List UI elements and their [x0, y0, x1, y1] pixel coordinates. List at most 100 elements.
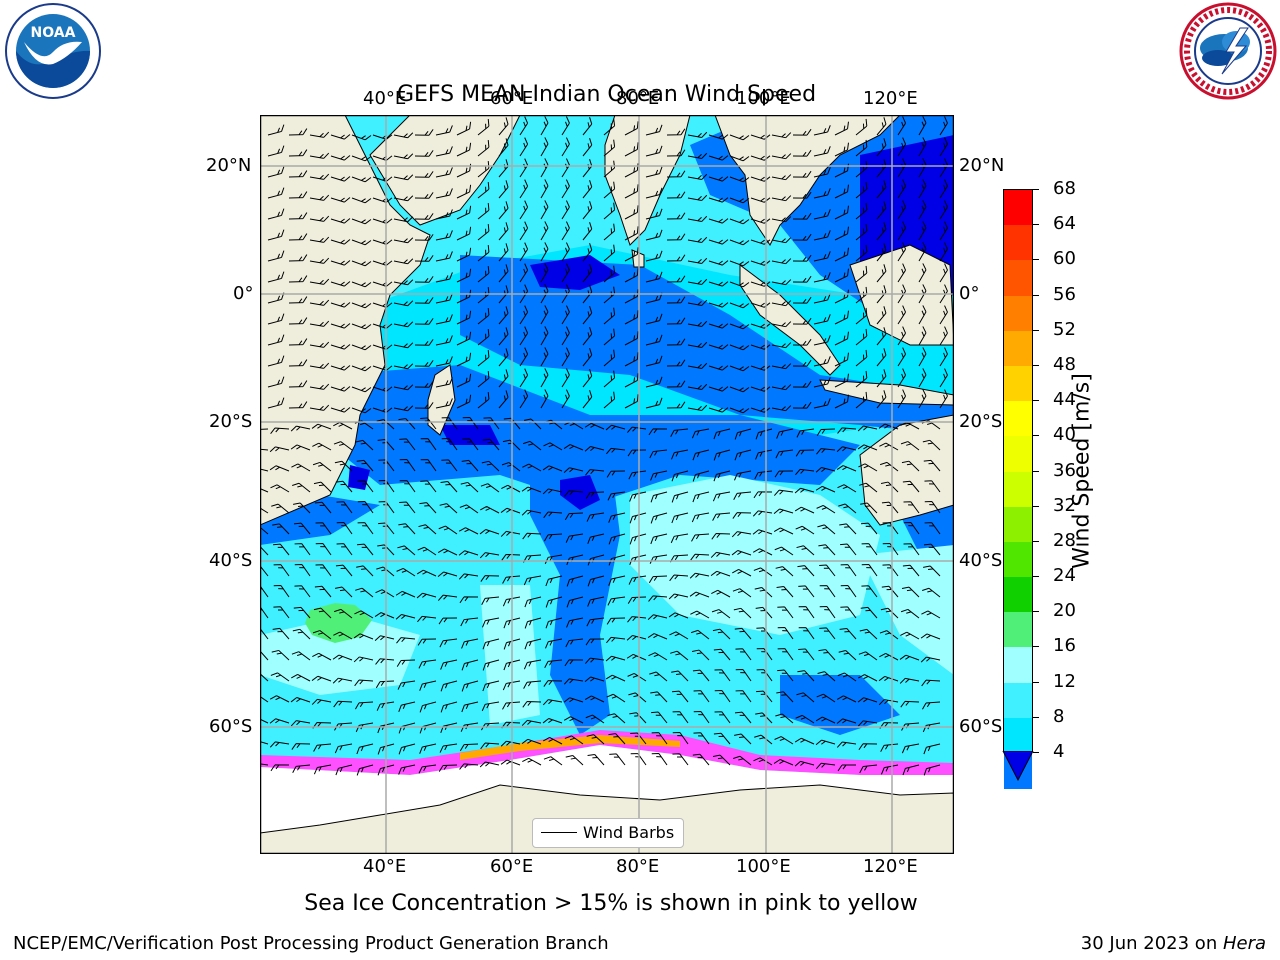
wind-barb	[840, 564, 857, 577]
wind-barb	[351, 344, 372, 351]
wind-barb	[561, 179, 570, 199]
colorbar-tick-mark	[1033, 400, 1039, 402]
wind-barb	[273, 564, 290, 577]
wind-barb	[522, 700, 542, 708]
wind-barb	[836, 718, 857, 724]
wind-barb	[840, 543, 857, 556]
wind-barb	[687, 152, 708, 159]
wind-barb	[563, 467, 584, 473]
wind-barb	[666, 128, 686, 136]
wind-barb	[418, 659, 437, 669]
wind-barb	[498, 348, 509, 367]
wind-barb	[798, 585, 815, 598]
wind-barb	[735, 648, 752, 661]
wind-barb	[435, 188, 453, 199]
wind-barb	[414, 360, 434, 367]
wind-barb	[939, 347, 948, 367]
legend-label: Wind Barbs	[583, 823, 675, 842]
wind-barb	[603, 349, 616, 367]
wind-barb	[708, 302, 729, 308]
wind-barb	[861, 522, 878, 535]
wind-barb	[288, 317, 308, 325]
wind-barb	[440, 481, 458, 493]
wind-barb	[777, 648, 794, 661]
wind-barb	[795, 714, 815, 724]
wind-barb	[540, 200, 549, 220]
wind-barb	[771, 216, 792, 223]
wind-barb	[645, 355, 663, 367]
wind-barb	[608, 575, 626, 586]
wind-barb	[729, 239, 750, 246]
wind-barb	[624, 184, 639, 199]
wind-barb	[587, 754, 605, 766]
wind-barb	[393, 405, 414, 412]
wind-barb	[462, 438, 479, 451]
colorbar-segment	[1004, 295, 1032, 332]
footer-date-text: 30 Jun 2023 on	[1080, 933, 1223, 954]
wind-barb	[395, 590, 416, 598]
wind-barb	[687, 299, 708, 306]
wind-barb	[603, 139, 616, 157]
wind-barb	[708, 239, 729, 245]
wind-barb	[315, 543, 332, 556]
wind-barb	[481, 596, 500, 605]
wind-barb	[315, 564, 332, 577]
wind-barb	[582, 159, 593, 178]
wind-barb	[351, 155, 372, 162]
wind-barb	[855, 370, 868, 388]
wind-barb	[666, 254, 686, 262]
wind-barb	[672, 732, 689, 745]
wind-barb	[855, 391, 868, 409]
lat-label-right-20n: 20°N	[959, 155, 1005, 176]
wind-barb	[645, 187, 663, 199]
wind-barb	[939, 305, 948, 325]
wind-barb	[882, 564, 899, 577]
wind-barb	[354, 610, 374, 619]
wind-barb	[502, 575, 521, 584]
wind-barb	[584, 695, 605, 703]
wind-barb	[498, 243, 509, 262]
wind-barb	[693, 690, 710, 703]
wind-barb	[414, 402, 434, 409]
wind-barb	[416, 569, 437, 577]
sea-ice-caption: Sea Ice Concentration > 15% is shown in …	[304, 891, 918, 916]
wind-barb	[498, 390, 509, 409]
wind-barb	[855, 202, 868, 220]
wind-barb	[903, 501, 920, 514]
wind-barb	[606, 617, 626, 625]
wind-barb	[540, 116, 549, 136]
wind-barb	[923, 743, 941, 755]
wind-barb	[876, 222, 887, 241]
wind-barb	[543, 511, 563, 519]
wind-barb	[313, 743, 332, 752]
wind-barb	[834, 121, 849, 136]
wind-barb	[922, 439, 941, 451]
wind-barb	[521, 486, 542, 493]
wind-barb	[481, 460, 500, 472]
wind-barb	[477, 118, 490, 136]
wind-barb	[714, 690, 731, 703]
wind-barb	[585, 714, 605, 724]
wind-barb	[666, 191, 686, 199]
wind-barb	[414, 129, 434, 136]
wind-barb	[687, 194, 708, 201]
wind-barb	[733, 607, 752, 619]
wind-barb	[918, 305, 927, 325]
wind-barb	[540, 137, 549, 157]
wind-barb	[607, 491, 626, 501]
wind-barb	[733, 491, 752, 501]
wind-barb	[269, 718, 290, 724]
wind-barb	[353, 656, 374, 663]
wind-barb	[857, 444, 878, 451]
wind-barb	[650, 512, 668, 524]
wind-barb	[771, 237, 792, 244]
wind-barb	[792, 233, 812, 241]
wind-barb	[585, 638, 605, 646]
wind-barb	[440, 701, 458, 713]
wind-barb	[563, 697, 584, 703]
wind-barb	[414, 255, 434, 262]
wind-barb	[836, 465, 857, 472]
wind-barb	[524, 638, 542, 650]
wind-barb	[858, 651, 878, 661]
wind-barb	[624, 394, 639, 409]
